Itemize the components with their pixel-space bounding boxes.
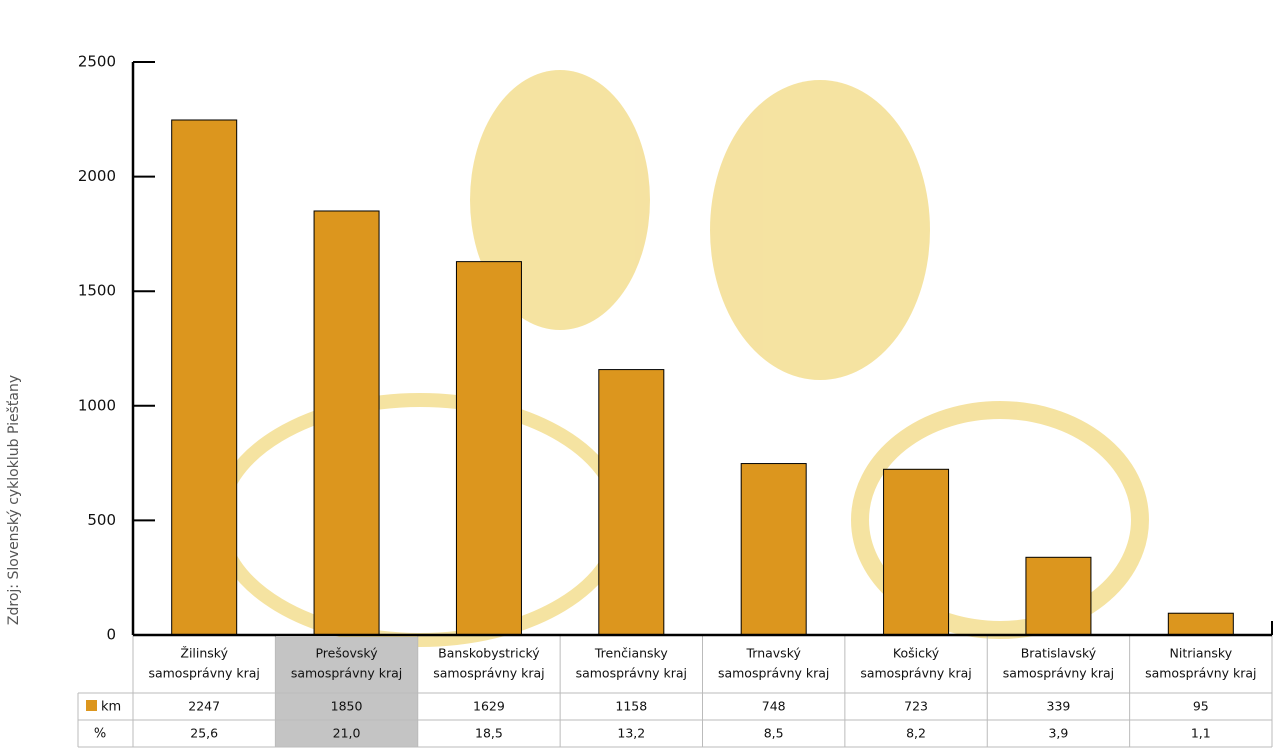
table-value: 13,2 (617, 726, 645, 741)
bar (740, 463, 807, 636)
y-tick-label: 1000 (78, 396, 116, 414)
legend-swatch (86, 700, 97, 711)
table-value: 339 (1047, 699, 1071, 714)
table-value: 18,5 (475, 726, 503, 741)
table-value: 25,6 (190, 726, 218, 741)
bar (598, 369, 665, 636)
bar (171, 119, 238, 636)
source: Zdroj: Slovenský cykloklub Piešťany (6, 375, 22, 625)
x-tick-label: Prešovský (315, 646, 378, 661)
bar (1167, 612, 1234, 636)
table-value: 8,2 (906, 726, 926, 741)
x-tick-label: Nitriansky (1170, 646, 1233, 661)
row-label: % (94, 727, 106, 742)
x-tick-label: Košický (893, 646, 940, 661)
table-value: 95 (1193, 699, 1209, 714)
y-tick-label: 500 (87, 511, 116, 529)
x-tick-label: Žilinský (180, 646, 228, 661)
table-value: 748 (762, 699, 786, 714)
table-value: 1,1 (1191, 726, 1211, 741)
bar (313, 210, 380, 636)
bar (883, 468, 950, 636)
highlight-column (275, 637, 418, 747)
bar (1025, 556, 1092, 636)
table-value: 21,0 (333, 726, 361, 741)
x-tick-label: samosprávny kraj (148, 666, 259, 681)
y-tick-label: 1500 (78, 282, 116, 300)
table-value: 3,9 (1048, 726, 1068, 741)
x-tick-label: samosprávny kraj (718, 666, 829, 681)
x-tick-label: Bratislavský (1021, 646, 1097, 661)
table-value: 8,5 (764, 726, 784, 741)
x-tick-label: Banskobystrický (438, 646, 540, 661)
bar (455, 261, 522, 636)
table-value: 1850 (331, 699, 363, 714)
row-label: km (101, 700, 121, 715)
x-tick-label: Trenčiansky (594, 646, 669, 661)
y-tick-label: 0 (106, 626, 116, 644)
x-tick-label: samosprávny kraj (860, 666, 971, 681)
y-tick-label: 2500 (78, 53, 116, 71)
x-tick-label: samosprávny kraj (291, 666, 402, 681)
table-value: 1158 (615, 699, 647, 714)
table-value: 1629 (473, 699, 505, 714)
table-value: 723 (904, 699, 928, 714)
x-tick-label: samosprávny kraj (1145, 666, 1256, 681)
x-tick-label: samosprávny kraj (1003, 666, 1114, 681)
y-tick-label: 2000 (78, 167, 116, 185)
x-tick-label: samosprávny kraj (433, 666, 544, 681)
x-tick-label: samosprávny kraj (576, 666, 687, 681)
table-value: 2247 (188, 699, 220, 714)
x-tick-label: Trnavský (745, 646, 801, 661)
